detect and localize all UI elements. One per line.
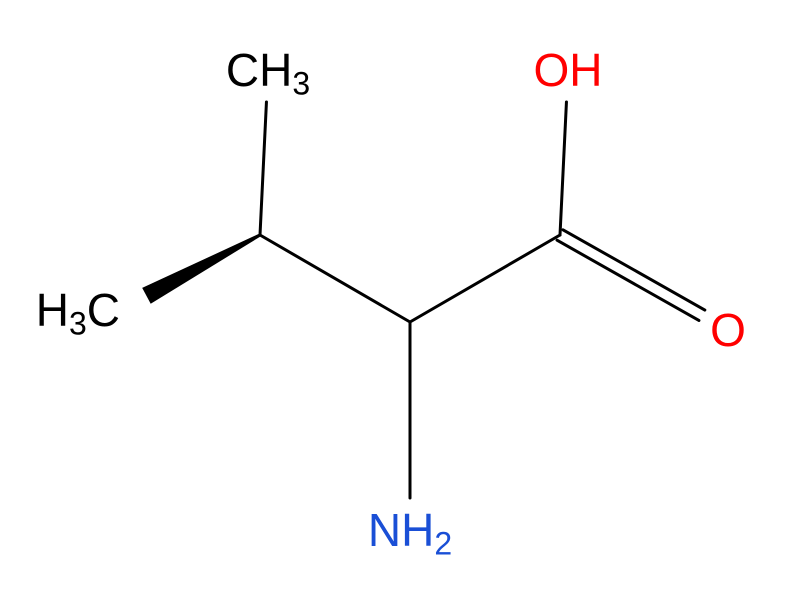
atom-label-OH: OH bbox=[534, 44, 603, 96]
molecule-canvas: CH3 H3C OH O NH2 bbox=[0, 0, 800, 600]
atom-label-NH2: NH2 bbox=[368, 504, 452, 561]
atom-label-O_dbl: O bbox=[710, 304, 746, 356]
atom-label-CH3_left: H3C bbox=[36, 284, 120, 341]
atom-label-CH3_top: CH3 bbox=[226, 44, 310, 101]
